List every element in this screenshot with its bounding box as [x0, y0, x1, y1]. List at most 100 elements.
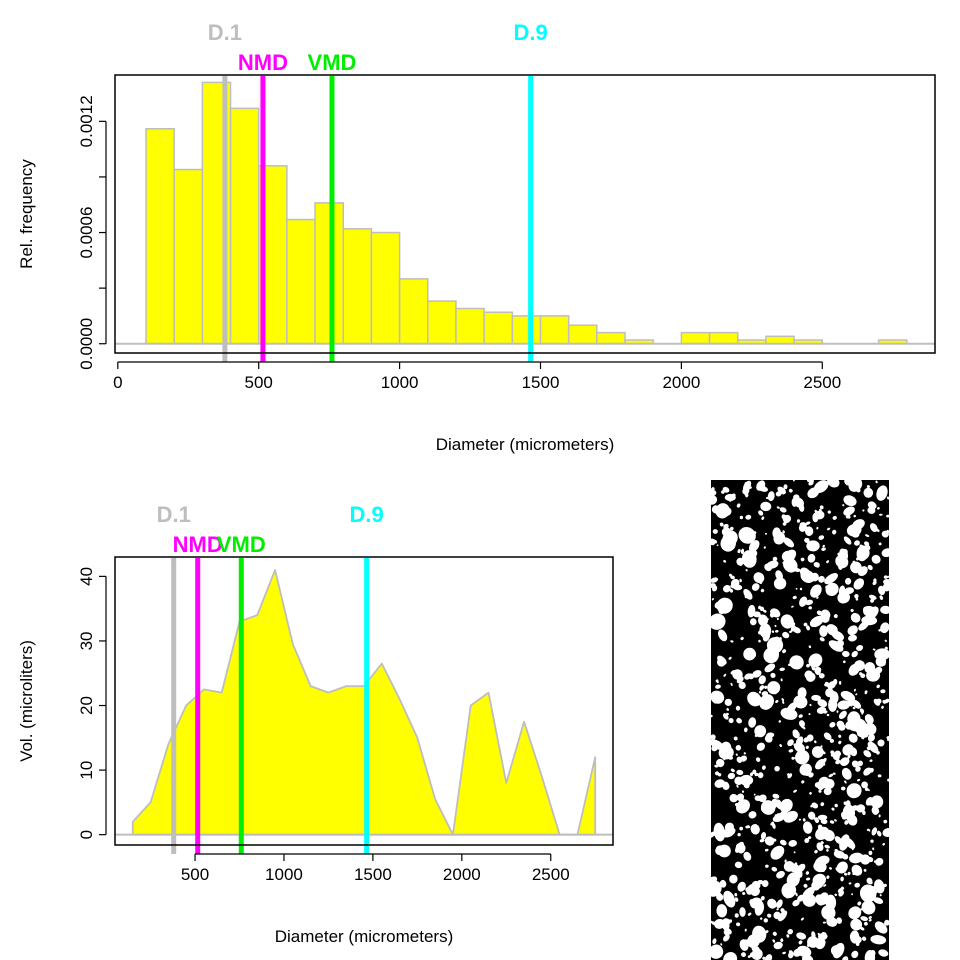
- droplet-speck: [869, 594, 877, 600]
- droplet-speck: [826, 713, 830, 717]
- droplet-speck: [844, 837, 856, 850]
- histogram-x-tick-label: 2500: [803, 373, 841, 392]
- droplet-speck: [772, 556, 778, 562]
- droplet-speck: [760, 917, 763, 920]
- droplet-speck: [852, 869, 858, 873]
- droplet-speck: [859, 721, 865, 727]
- droplet-speck: [832, 515, 837, 520]
- droplet-speck: [737, 843, 746, 854]
- droplet-speck: [786, 934, 790, 938]
- droplet-speck: [714, 691, 719, 696]
- droplet-speck: [824, 573, 838, 585]
- histogram-bar: [286, 218, 316, 345]
- droplet-speck: [711, 490, 717, 496]
- droplet-speck: [869, 759, 873, 762]
- droplet-speck: [796, 519, 801, 523]
- volume-y-axis-title: Vol. (microliters): [17, 640, 36, 762]
- droplet-speck: [844, 577, 852, 585]
- droplet-speck: [788, 663, 792, 667]
- histogram-bar: [173, 168, 204, 345]
- droplet-speck: [823, 732, 832, 741]
- droplet-speck: [794, 869, 799, 874]
- droplet-speck: [882, 843, 886, 846]
- droplet-speck: [805, 871, 810, 875]
- droplet-speck: [711, 831, 716, 839]
- droplet-speck: [806, 625, 810, 631]
- droplet-speck: [876, 830, 882, 837]
- droplet-speck: [735, 781, 739, 784]
- droplet-speck: [814, 740, 817, 744]
- droplet-speck: [754, 772, 759, 777]
- volume-y-tick-label: 40: [77, 567, 96, 586]
- droplet-speck: [855, 597, 859, 601]
- histogram-x-axis-title: Diameter (micrometers): [436, 435, 615, 454]
- droplet-speck: [743, 727, 748, 733]
- droplet-speck: [716, 679, 719, 682]
- droplet-speck: [854, 540, 860, 546]
- droplet-speck: [736, 922, 741, 927]
- droplet-speck: [827, 681, 836, 690]
- droplet-speck: [866, 485, 870, 489]
- droplet-speck: [766, 637, 784, 654]
- droplet-speck: [739, 826, 744, 831]
- droplet-speck: [849, 747, 858, 757]
- droplet-speck: [876, 698, 882, 704]
- droplet-speck: [788, 488, 793, 493]
- droplet-speck: [718, 892, 721, 896]
- droplet-speck: [782, 700, 785, 704]
- droplet-speck: [870, 598, 875, 603]
- histogram-y-axis-title: Rel. frequency: [17, 159, 36, 269]
- droplet-speck: [815, 758, 826, 770]
- droplet-speck: [782, 521, 787, 526]
- droplet-speck: [784, 859, 787, 863]
- histogram-marker-label-d1: D.1: [208, 20, 242, 45]
- droplet-speck: [856, 488, 861, 493]
- droplet-speck: [754, 734, 758, 738]
- droplet-speck: [852, 532, 860, 538]
- droplet-speck: [712, 529, 718, 534]
- droplet-speck: [797, 746, 803, 751]
- droplet-speck: [736, 676, 744, 684]
- droplet-speck: [864, 921, 868, 926]
- droplet-speck: [793, 743, 798, 747]
- droplet-speck: [729, 874, 738, 884]
- droplet-speck: [760, 895, 765, 901]
- droplet-speck: [796, 932, 807, 940]
- droplet-speck: [735, 753, 738, 756]
- droplet-speck: [771, 630, 775, 633]
- droplet-speck: [763, 546, 766, 549]
- droplet-speck: [716, 893, 724, 901]
- droplet-speck: [826, 916, 838, 927]
- droplet-speck: [799, 587, 803, 591]
- droplet-speck: [775, 491, 782, 497]
- droplet-speck: [873, 897, 884, 904]
- droplet-speck: [778, 910, 788, 922]
- droplet-speck: [742, 891, 746, 896]
- droplet-speck: [843, 536, 852, 545]
- droplet-speck: [751, 948, 763, 960]
- droplet-speck: [864, 714, 874, 725]
- droplet-speck: [772, 931, 777, 936]
- droplet-speck: [717, 655, 727, 665]
- droplet-speck: [745, 569, 748, 572]
- droplet-speck: [817, 814, 828, 821]
- droplet-speck: [847, 871, 851, 876]
- droplet-speck: [793, 789, 798, 793]
- droplet-speck: [783, 557, 798, 573]
- droplet-speck: [833, 850, 846, 859]
- droplet-speck: [716, 758, 725, 768]
- histogram-bars: [145, 81, 908, 345]
- droplet-speck: [725, 600, 731, 608]
- droplet-speck: [773, 577, 787, 590]
- droplet-speck: [757, 772, 764, 779]
- droplet-speck: [749, 899, 755, 906]
- droplet-speck: [862, 509, 865, 512]
- droplet-speck: [826, 624, 837, 635]
- droplet-speck: [774, 765, 780, 772]
- droplet-speck: [792, 899, 800, 907]
- droplet-speck: [886, 496, 889, 500]
- droplet-speck: [795, 892, 798, 897]
- droplet-speck: [845, 721, 854, 730]
- droplet-speck: [773, 531, 786, 545]
